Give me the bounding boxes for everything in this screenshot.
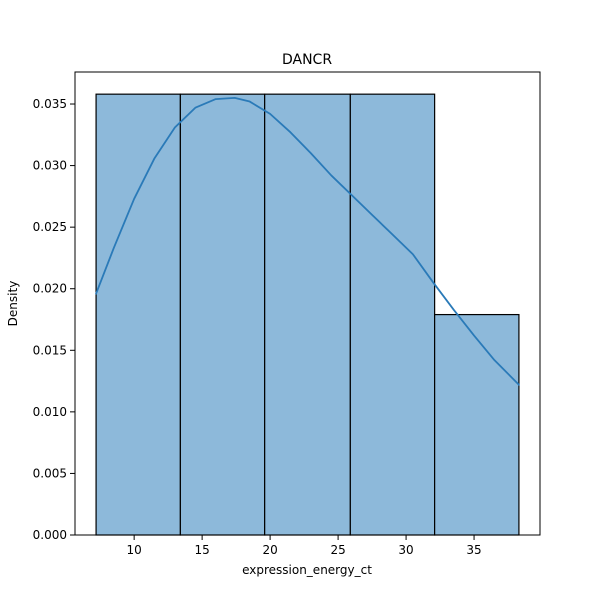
y-tick-label: 0.025: [33, 220, 67, 234]
bars: [95, 93, 520, 536]
x-tick-label: 15: [194, 543, 209, 557]
y-axis: 0.000 0.005 0.010 0.015 0.020 0.025 0.030 0.035: [33, 97, 75, 542]
x-tick-label: 25: [330, 543, 345, 557]
histogram-bar: [95, 93, 181, 536]
y-tick-label: 0.035: [33, 97, 67, 111]
histogram-bar: [179, 93, 266, 536]
kde-layer: [95, 96, 520, 386]
x-tick-label: 20: [262, 543, 277, 557]
y-tick-label: 0.020: [33, 282, 67, 296]
y-axis-label: Density: [6, 281, 20, 327]
x-tick-label: 30: [398, 543, 413, 557]
y-tick-label: 0.030: [33, 159, 67, 173]
plot-frame: [74, 71, 541, 536]
y-tick-label: 0.010: [33, 405, 67, 419]
y-tick-label: 0.000: [33, 528, 67, 542]
x-tick-label: 35: [466, 543, 481, 557]
x-axis: 10 15 20 25 30 35: [127, 535, 482, 557]
chart-title: DANCR: [282, 52, 332, 68]
histogram-bar: [349, 93, 436, 536]
kde-line: [95, 96, 520, 386]
y-tick-label: 0.015: [33, 343, 67, 357]
x-tick-label: 10: [127, 543, 142, 557]
histogram-bar: [434, 313, 520, 536]
y-tick-label: 0.005: [33, 466, 67, 480]
x-axis-label: expression_energy_ct: [242, 563, 372, 577]
histogram-bar: [264, 93, 351, 536]
